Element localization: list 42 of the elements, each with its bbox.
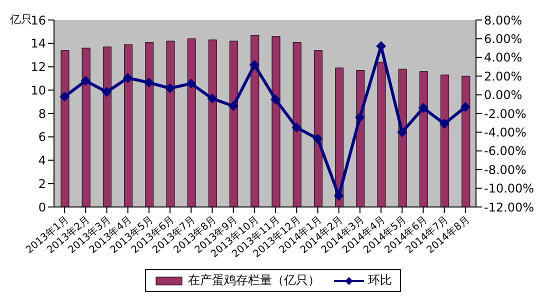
y-tick-label: 6 xyxy=(38,130,46,144)
y-tick-label: 14 xyxy=(30,36,46,51)
point xyxy=(60,92,70,102)
y2-tick-label: -4.00% xyxy=(484,125,526,140)
legend-label: 环比 xyxy=(368,272,392,289)
y-tick-label: 10 xyxy=(30,83,46,98)
y-tick-label: 2 xyxy=(38,176,46,191)
y2-tick-label: -12.00% xyxy=(484,200,534,214)
point xyxy=(186,78,196,89)
y-tick-label: 0 xyxy=(38,200,46,214)
point xyxy=(460,102,470,112)
point xyxy=(122,72,133,83)
point xyxy=(102,86,112,97)
legend-label: 在产蛋鸡存栏量（亿只） xyxy=(188,272,320,289)
y2-tick-label: -10.00% xyxy=(484,182,534,196)
y-tick-label: 16 xyxy=(30,13,46,28)
point xyxy=(207,94,218,104)
y2-tick-label: 6.00% xyxy=(484,32,522,46)
point xyxy=(397,127,408,138)
y2-tick-label: 4.00% xyxy=(484,50,522,65)
point xyxy=(354,112,365,122)
y-tick-label: 12 xyxy=(30,60,46,74)
point xyxy=(418,102,428,113)
point xyxy=(292,122,302,133)
y2-tick-label: -8.00% xyxy=(484,162,526,177)
y2-tick-label: 8.00% xyxy=(484,13,522,28)
point xyxy=(312,134,323,144)
y-tick-label: 4 xyxy=(38,154,46,168)
y-tick-label: 8 xyxy=(38,106,46,121)
point xyxy=(249,60,260,70)
point xyxy=(228,101,238,112)
y2-tick-label: -6.00% xyxy=(484,144,526,158)
point xyxy=(165,83,176,94)
y-axis-title: 亿只 xyxy=(10,12,32,27)
point xyxy=(270,94,281,104)
point xyxy=(439,118,450,129)
y2-tick-label: -2.00% xyxy=(484,106,526,121)
point xyxy=(144,78,154,88)
point xyxy=(334,190,344,201)
point xyxy=(80,76,91,86)
y2-tick-label: 0.00% xyxy=(484,88,522,102)
y2-tick-label: 2.00% xyxy=(484,69,522,84)
